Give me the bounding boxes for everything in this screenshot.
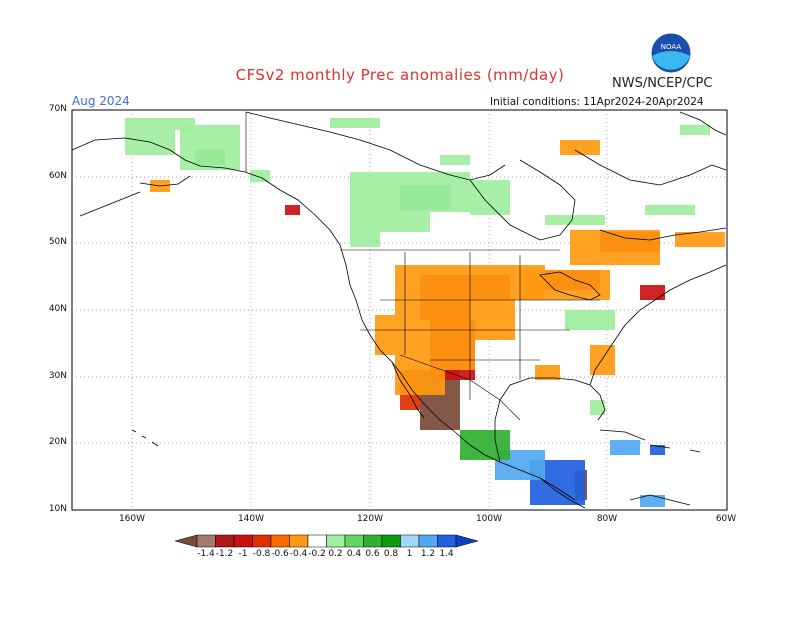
- lat-label-20n: 20N: [48, 437, 67, 447]
- colorbar-swatch: [344, 534, 364, 548]
- colorbar-label: -0.8: [252, 549, 271, 559]
- colorbar-label: -1.2: [215, 549, 234, 559]
- logo-text: NOAA: [661, 43, 682, 51]
- lon-label-100w: 100W: [475, 514, 503, 524]
- colorbar-swatch: [196, 534, 216, 548]
- anomaly-patch: [330, 118, 380, 128]
- initial-conditions: Initial conditions: 11Apr2024-20Apr2024: [490, 96, 704, 108]
- anomaly-patch: [470, 180, 510, 215]
- anomaly-patch: [285, 205, 300, 215]
- anomaly-patch: [545, 215, 605, 225]
- anomaly-patch: [650, 445, 665, 455]
- anomaly-patch: [460, 430, 510, 460]
- colorbar-label: -1: [238, 549, 248, 559]
- colorbar-swatch: [307, 534, 327, 548]
- anomaly-patch: [590, 400, 605, 415]
- colorbar-label: 0.8: [383, 549, 399, 559]
- lon-label-140w: 140W: [237, 514, 265, 524]
- colorbar-swatch: [381, 534, 401, 548]
- colorbar-arrow-right: [455, 534, 479, 548]
- anomaly-patch: [350, 172, 470, 247]
- colorbar-label: 1.2: [420, 549, 436, 559]
- lon-label-80w: 80W: [596, 514, 618, 524]
- lat-label-70n: 70N: [48, 104, 67, 114]
- colorbar-label: 0.4: [346, 549, 362, 559]
- anomaly-patch: [590, 345, 615, 375]
- colorbar-swatch: [326, 534, 346, 548]
- anomaly-patch: [570, 230, 660, 265]
- valid-month: Aug 2024: [72, 94, 130, 108]
- colorbar-swatch: [437, 534, 457, 548]
- map-title: CFSv2 monthly Prec anomalies (mm/day): [235, 66, 565, 84]
- anomaly-patch: [680, 125, 710, 135]
- colorbar-swatch: [418, 534, 438, 548]
- political-borders: [245, 112, 600, 421]
- anomaly-patch: [640, 495, 665, 507]
- colorbar-label: -0.2: [308, 549, 326, 559]
- colorbar-swatch: [400, 534, 420, 548]
- colorbar-arrow-left: [174, 534, 198, 548]
- lat-label-10n: 10N: [48, 504, 67, 514]
- coastlines: [71, 111, 727, 509]
- colorbar-label: -1.4: [197, 549, 215, 559]
- colorbar-label: 0.6: [365, 549, 380, 559]
- anomaly-patch: [675, 232, 725, 247]
- lon-label-120w: 120W: [356, 514, 384, 524]
- colorbar-swatch: [215, 534, 235, 548]
- lon-label-60w: 60W: [715, 514, 737, 524]
- anomaly-patch: [250, 170, 270, 182]
- colorbar-swatch: [289, 534, 309, 548]
- colorbar-label: -0.6: [271, 549, 289, 559]
- anomaly-patch: [180, 125, 240, 170]
- lat-label-60n: 60N: [48, 171, 67, 181]
- anomaly-patch: [565, 310, 615, 330]
- lat-label-50n: 50N: [48, 237, 67, 247]
- lat-label-30n: 30N: [48, 371, 67, 381]
- anomaly-patch: [560, 140, 600, 155]
- colorbar-swatch: [252, 534, 272, 548]
- anomaly-patch: [535, 365, 560, 380]
- colorbar-label: 1: [406, 549, 413, 559]
- anomaly-patch: [125, 118, 195, 155]
- colorbar: [174, 534, 479, 548]
- lat-label-40n: 40N: [48, 304, 67, 314]
- colorbar-label: 1.4: [439, 549, 454, 559]
- colorbar-swatch: [233, 534, 253, 548]
- colorbar-swatch: [270, 534, 290, 548]
- lon-label-160w: 160W: [118, 514, 146, 524]
- anomaly-patch: [645, 205, 695, 215]
- colorbar-label: -0.4: [289, 549, 308, 559]
- agency-label: NWS/NCEP/CPC: [612, 76, 713, 91]
- anomaly-patch: [610, 440, 640, 455]
- anomaly-patch: [640, 285, 665, 300]
- noaa-logo: NOAA: [650, 32, 692, 74]
- anomaly-patch: [440, 155, 470, 165]
- colorbar-label: 0.2: [328, 549, 343, 559]
- colorbar-swatch: [363, 534, 383, 548]
